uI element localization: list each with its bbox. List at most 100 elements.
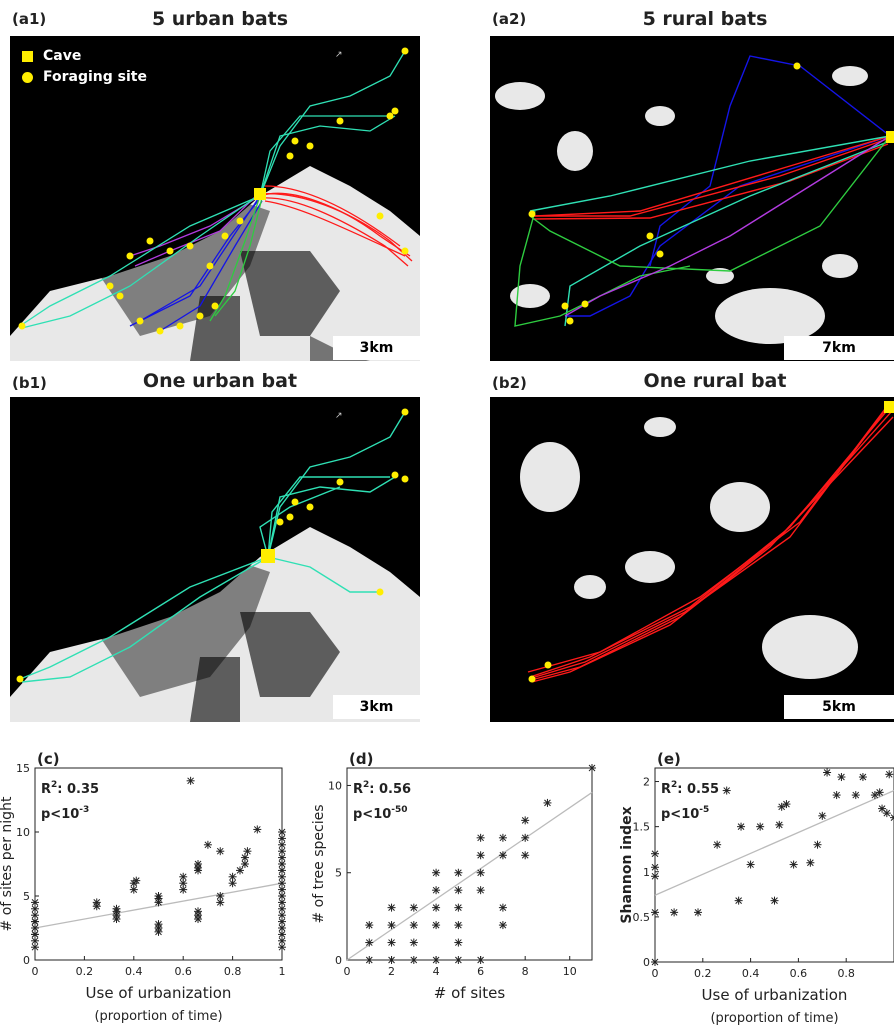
- data-point: [746, 860, 755, 869]
- foraging-circle-icon: [22, 71, 33, 83]
- data-point: [875, 788, 884, 797]
- r-squared-annotation: R2: 0.56: [353, 780, 411, 797]
- data-point: [112, 904, 121, 913]
- data-point: [734, 896, 743, 905]
- y-tick-label: 1.5: [633, 821, 651, 834]
- data-point: [31, 904, 39, 913]
- axes-box: [346, 767, 593, 961]
- data-point: [775, 820, 784, 829]
- chart-d-svg: (d) 0 2 4 6 8 10 0 5 10 R2: 0.56 p<10-50 # of sites #…: [311, 750, 596, 1002]
- map-a1-drawing: [10, 47, 420, 361]
- x-axis-label-secondary: (proportion of time): [710, 1011, 838, 1026]
- data-point: [216, 898, 225, 907]
- x-tick-label: 6: [477, 965, 484, 978]
- data-point: [756, 822, 765, 831]
- data-point: [770, 896, 779, 905]
- data-point: [818, 811, 827, 820]
- panel-label-b2: (b2): [492, 374, 527, 392]
- map-b1-drawing: [10, 408, 420, 722]
- y-axis-label: # of sites per night: [0, 796, 15, 931]
- map-b2-one-rural-bat: 5km: [490, 397, 894, 722]
- data-point: [92, 898, 101, 907]
- legend-cave: Cave: [22, 48, 147, 64]
- r-squared-annotation: R2: 0.55: [661, 780, 719, 797]
- data-point: [194, 907, 203, 916]
- panel-title-a2: 5 rural bats: [642, 8, 768, 30]
- data-point: [243, 847, 252, 856]
- data-point: [454, 886, 463, 895]
- x-tick-label: 10: [563, 965, 577, 978]
- data-point: [31, 898, 39, 907]
- data-point: [454, 921, 463, 930]
- data-point: [278, 943, 286, 952]
- data-point: [236, 866, 245, 875]
- map-b2-drawing: [520, 401, 894, 683]
- y-tick-label: 5: [335, 867, 342, 880]
- data-point: [498, 903, 507, 912]
- x-tick-label: 2: [388, 965, 395, 978]
- p-value-annotation: p<10-3: [41, 805, 89, 822]
- x-axis-label-secondary: (proportion of time): [94, 1009, 222, 1024]
- data-point: [722, 786, 731, 795]
- panel-label-a2: (a2): [492, 10, 527, 28]
- data-point: [521, 816, 530, 825]
- data-point: [31, 936, 39, 945]
- data-point: [365, 938, 374, 947]
- data-point: [179, 872, 188, 881]
- x-tick-label: 0.2: [76, 965, 94, 978]
- data-point: [31, 917, 39, 926]
- y-tick-label: 10: [328, 779, 342, 792]
- data-point: [228, 872, 237, 881]
- y-tick-label: 5: [23, 890, 30, 903]
- chart-d: (d) 0 2 4 6 8 10 0 5 10 R2: 0.56 p<10-50 # of sites #…: [300, 750, 600, 1030]
- data-point: [240, 860, 249, 868]
- y-tick-label: 2: [643, 776, 650, 789]
- chart-panel-label: (d): [349, 750, 373, 768]
- data-point: [278, 853, 286, 862]
- data-point: [882, 809, 891, 818]
- data-point: [651, 908, 659, 917]
- data-point: [521, 833, 530, 842]
- data-point: [129, 885, 138, 894]
- data-point: [409, 938, 418, 947]
- data-point: [432, 886, 441, 895]
- data-point: [651, 863, 659, 872]
- data-point: [278, 904, 286, 913]
- data-point: [651, 872, 659, 881]
- data-point: [154, 920, 163, 929]
- data-point: [409, 921, 418, 930]
- north-arrow-icon: ↗: [335, 50, 343, 60]
- data-point: [278, 911, 286, 920]
- panel-title-a1: 5 urban bats: [151, 8, 289, 30]
- x-tick-label: 0.8: [837, 967, 855, 980]
- y-tick-label: 0: [23, 954, 30, 967]
- data-point: [870, 791, 879, 800]
- data-point: [253, 825, 262, 834]
- data-point: [789, 860, 798, 869]
- data-point: [498, 833, 507, 842]
- data-point: [387, 921, 396, 930]
- y-tick-label: 15: [16, 762, 30, 775]
- chart-panel-label: (e): [657, 750, 681, 768]
- x-tick-label: 0.4: [125, 965, 143, 978]
- data-point: [186, 776, 195, 785]
- map-a2-drawing: [495, 55, 894, 344]
- data-point: [31, 930, 39, 939]
- data-point: [31, 943, 39, 952]
- regression-line: [346, 791, 593, 961]
- data-point: [154, 892, 163, 900]
- x-tick-label: 0: [32, 965, 39, 978]
- cave-square-icon: [22, 50, 33, 62]
- data-point: [476, 956, 485, 964]
- data-point: [651, 958, 659, 966]
- data-point: [409, 956, 418, 964]
- data-point: [432, 956, 441, 964]
- y-tick-label: 10: [16, 826, 30, 839]
- data-point: [670, 908, 679, 917]
- data-point: [432, 868, 441, 877]
- data-point: [476, 868, 485, 877]
- scalebar-a1: 3km: [333, 336, 420, 360]
- north-arrow-icon-b1: ↗: [335, 411, 343, 421]
- y-tick-label: 1: [643, 866, 650, 879]
- data-point: [823, 768, 832, 777]
